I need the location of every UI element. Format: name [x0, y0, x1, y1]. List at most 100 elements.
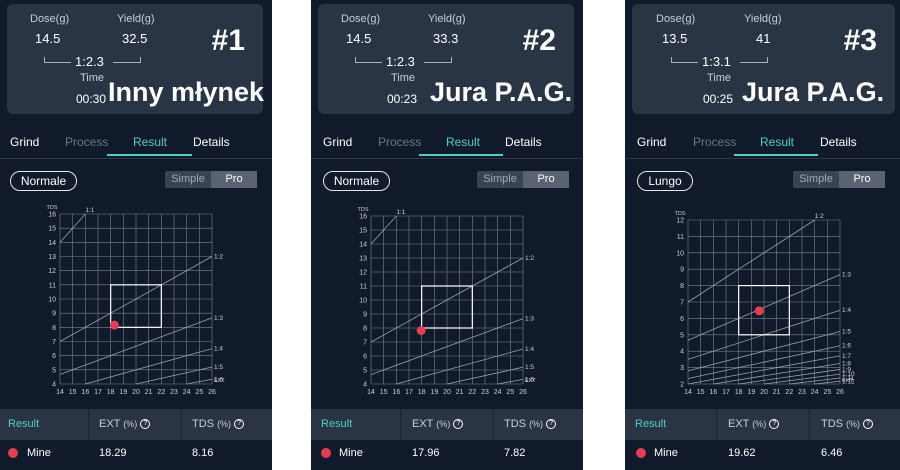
x-tick-label: 26: [519, 389, 527, 396]
tab-details[interactable]: Details: [505, 135, 542, 149]
ratio-line: [687, 345, 841, 379]
tab-details[interactable]: Details: [193, 135, 230, 149]
help-icon[interactable]: ?: [863, 419, 874, 430]
help-icon[interactable]: ?: [140, 419, 151, 430]
help-icon[interactable]: ?: [769, 419, 780, 430]
pro-toggle[interactable]: Pro: [839, 171, 885, 188]
yield-value: 41: [756, 31, 771, 46]
y-tick-label: 15: [48, 226, 56, 233]
yield-label: Yield(g): [428, 13, 466, 25]
x-tick-label: 18: [107, 389, 115, 396]
y-tick-label: 15: [359, 228, 367, 235]
active-tab-indicator: [734, 154, 818, 156]
shot-panel-2: Dose(g) Yield(g) 14.5 33.3 1:2.3 Time 00…: [311, 0, 583, 470]
y-tick-label: 4: [680, 349, 684, 356]
help-icon[interactable]: ?: [453, 419, 464, 430]
y-tick-label: 3: [680, 365, 684, 372]
x-tick-label: 20: [132, 389, 140, 396]
x-tick-label: 24: [183, 389, 191, 396]
active-tab-indicator: [107, 154, 192, 156]
ratio-line-label: 1:3: [214, 315, 223, 322]
ratio-line: [186, 378, 213, 385]
ratio-line-label: 1:4: [842, 307, 851, 314]
tab-details[interactable]: Details: [820, 135, 857, 149]
x-tick-label: 20: [443, 389, 451, 396]
grinder-name: Jura P.A.G.: [430, 77, 573, 107]
tab-bar: Grind Process Result Details: [311, 132, 583, 159]
data-point: [754, 306, 764, 316]
x-tick-label: 23: [170, 389, 178, 396]
tab-result[interactable]: Result: [133, 135, 168, 149]
tab-process[interactable]: Process: [65, 135, 109, 149]
view-toggle: Simple Pro: [165, 171, 257, 188]
ratio-line-label: 1:5: [525, 364, 534, 371]
ext-value: 18.29: [99, 447, 127, 459]
ratio-line: [738, 369, 841, 385]
tab-grind[interactable]: Grind: [10, 135, 40, 149]
pro-toggle[interactable]: Pro: [211, 171, 257, 188]
tab-result[interactable]: Result: [446, 135, 481, 149]
shot-number: #2: [522, 24, 556, 57]
tab-process[interactable]: Process: [378, 135, 422, 149]
x-tick-label: 16: [81, 389, 89, 396]
tab-result[interactable]: Result: [760, 135, 795, 149]
tab-process[interactable]: Process: [693, 135, 737, 149]
table-row: Mine 17.96 7.82: [311, 440, 583, 470]
x-tick-label: 18: [418, 389, 426, 396]
dose-value: 13.5: [662, 31, 688, 46]
y-tick-label: 7: [52, 339, 56, 346]
x-tick-label: 25: [506, 389, 514, 396]
x-tick-label: 21: [456, 389, 464, 396]
tab-grind[interactable]: Grind: [637, 135, 667, 149]
brew-mode-pill[interactable]: Normale: [10, 171, 77, 191]
x-tick-label: 21: [145, 389, 153, 396]
help-icon[interactable]: ?: [234, 419, 245, 430]
pro-toggle[interactable]: Pro: [523, 171, 569, 188]
ratio-line-label: 1:3: [842, 272, 851, 279]
brew-mode-pill[interactable]: Lungo: [637, 171, 693, 191]
y-tick-label: 6: [680, 316, 684, 323]
ratio-line: [446, 366, 524, 385]
result-table-header: Result EXT (%)? TDS (%)?: [0, 409, 272, 440]
ratio-line: [59, 317, 213, 375]
y-tick-label: 11: [677, 234, 684, 241]
simple-toggle[interactable]: Simple: [483, 173, 517, 185]
x-tick-label: 19: [430, 389, 438, 396]
y-tick-label: 4: [52, 382, 56, 389]
y-tick-label: 12: [359, 270, 367, 277]
shot-number: #1: [211, 24, 245, 57]
simple-toggle[interactable]: Simple: [799, 173, 833, 185]
ratio-value: 1:2.3: [386, 54, 415, 69]
y-tick-label: 14: [48, 240, 56, 247]
shot-panel-1: Dose(g) Yield(g) 14.5 32.5 1:2.3 Time 00…: [0, 0, 272, 470]
ext-line-label: EXT: [842, 378, 853, 384]
ratio-line: [687, 331, 841, 372]
help-icon[interactable]: ?: [546, 419, 557, 430]
x-tick-label: 22: [468, 389, 476, 396]
view-toggle: Simple Pro: [477, 171, 569, 188]
simple-toggle[interactable]: Simple: [171, 173, 205, 185]
ratio-line: [59, 213, 86, 243]
x-tick-label: 19: [747, 389, 755, 396]
row-name: Mine: [654, 447, 678, 459]
shot-summary-card: Dose(g) Yield(g) 14.5 32.5 1:2.3 Time 00…: [7, 4, 264, 114]
x-tick-label: 19: [119, 389, 127, 396]
shot-panel-3: Dose(g) Yield(g) 13.5 41 1:3.1 Time 00:2…: [625, 0, 900, 470]
ratio-line-label: 1:2: [214, 254, 223, 261]
ratio-line-label: 1:1: [85, 207, 94, 214]
y-tick-label: 14: [359, 242, 367, 249]
tab-grind[interactable]: Grind: [323, 135, 353, 149]
brew-mode-pill[interactable]: Normale: [323, 171, 390, 191]
ext-value: 19.62: [728, 447, 756, 459]
x-tick-label: 21: [773, 389, 781, 396]
ratio-value: 1:2.3: [75, 54, 104, 69]
y-tick-label: 2: [680, 382, 684, 389]
y-tick-label: 7: [363, 340, 367, 347]
ratio-line: [59, 256, 213, 342]
ratio-line-label: 1:12: [842, 378, 855, 385]
extraction-chart: 14 15 16 17 18 19 20 21 22 23 24 25 26 4 5 6 7 8 9 10 11 12 13…: [47, 205, 226, 396]
ratio-bracket: [44, 55, 141, 65]
y-tick-label: 11: [49, 282, 56, 289]
x-tick-label: 23: [798, 389, 806, 396]
ratio-line: [814, 380, 841, 385]
